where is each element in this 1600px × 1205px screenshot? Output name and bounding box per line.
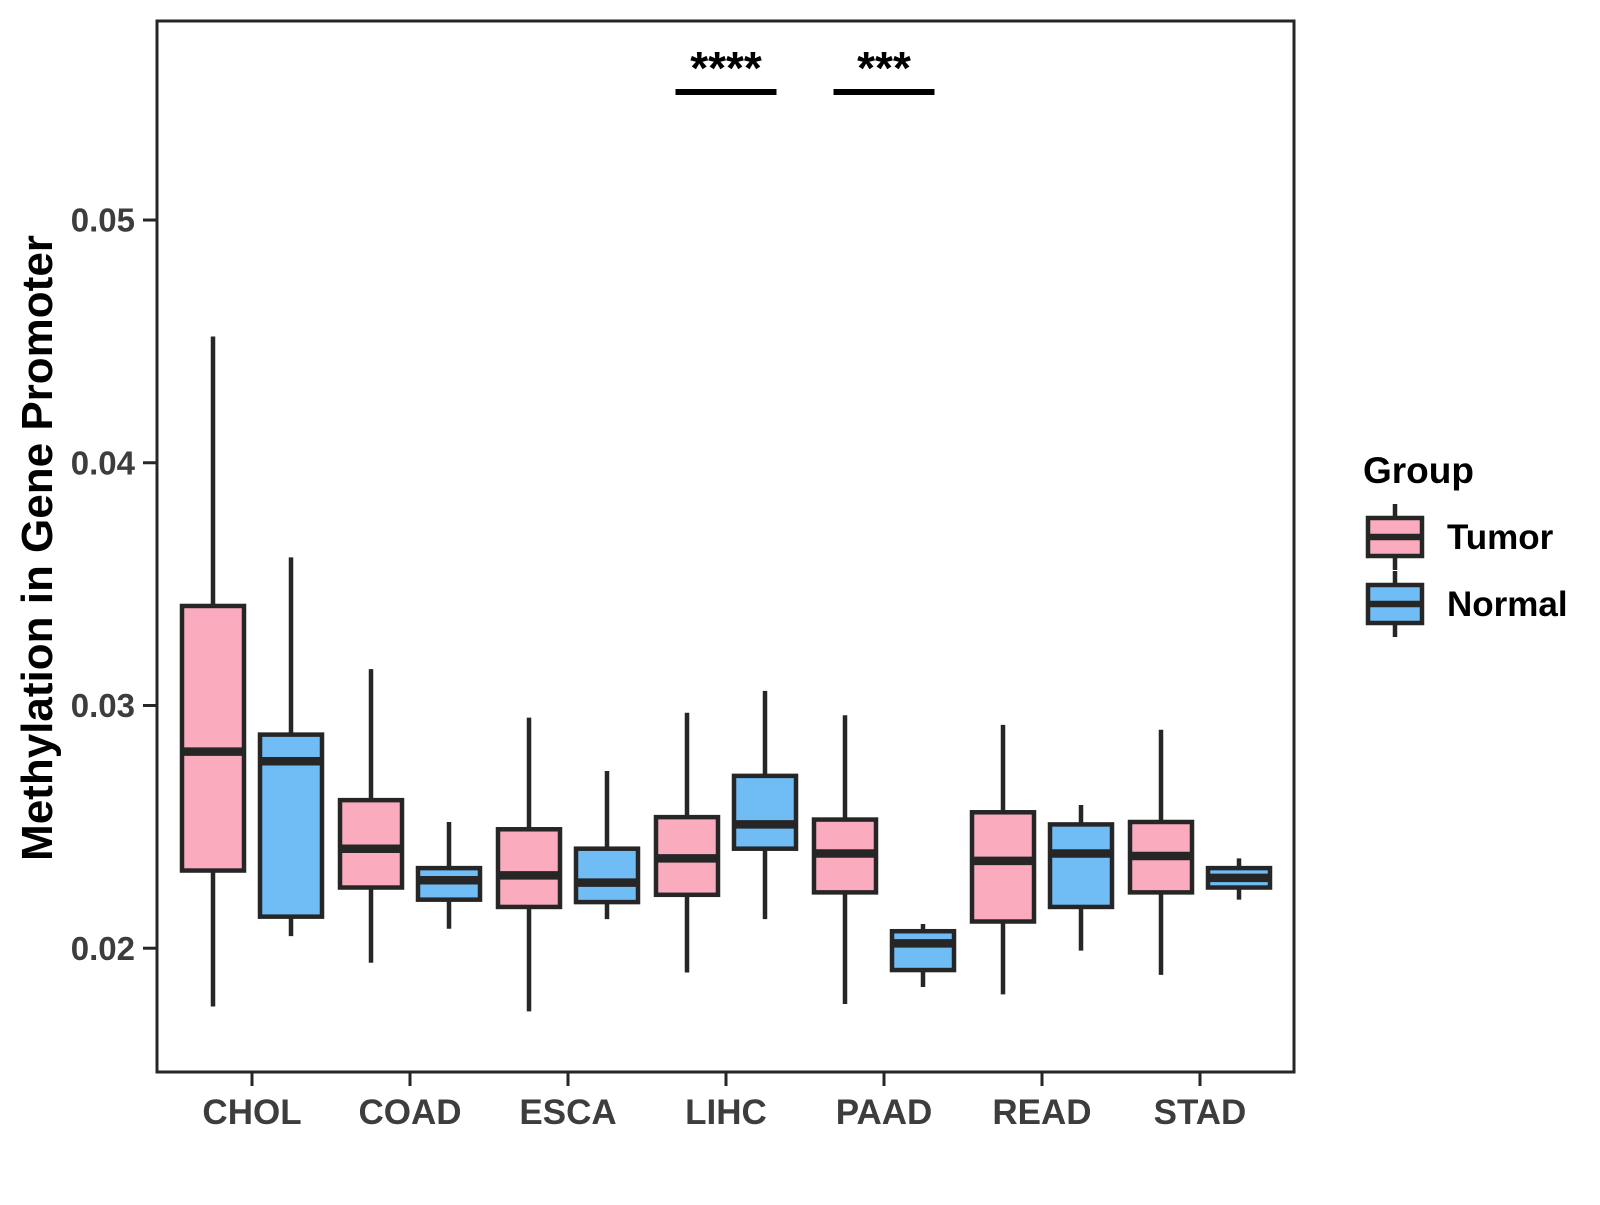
legend: Group Tumor Normal [1363, 450, 1568, 637]
significance-label-PAAD: *** [857, 42, 911, 94]
legend-title: Group [1363, 450, 1474, 491]
x-tick-label-CHOL: CHOL [202, 1093, 301, 1132]
y-tick-label-0.03: 0.03 [71, 687, 135, 724]
legend-label-tumor: Tumor [1447, 518, 1554, 557]
box-COAD-tumor [337, 797, 405, 890]
x-tick-label-ESCA: ESCA [519, 1093, 616, 1132]
box-CHOL-tumor [179, 603, 247, 873]
box-LIHC-normal [731, 773, 799, 851]
y-axis-title: Methylation in Gene Promoter [13, 235, 62, 861]
x-tick-label-STAD: STAD [1154, 1093, 1247, 1132]
box-PAAD-normal [889, 928, 957, 973]
x-tick-label-READ: READ [992, 1093, 1091, 1132]
y-tick-label-0.04: 0.04 [71, 444, 136, 481]
legend-item-tumor: Tumor [1365, 504, 1554, 570]
panel-border [155, 19, 1296, 1074]
tumor-boxplot-key-icon [1365, 504, 1425, 570]
significance-label-LIHC: **** [690, 42, 762, 94]
box-READ-normal [1047, 822, 1115, 910]
x-tick-label-COAD: COAD [358, 1093, 461, 1132]
legend-label-normal: Normal [1447, 585, 1568, 624]
normal-boxplot-key-icon [1365, 571, 1425, 637]
x-tick-label-LIHC: LIHC [685, 1093, 767, 1132]
box-READ-tumor [969, 810, 1037, 924]
x-tick-label-PAAD: PAAD [836, 1093, 933, 1132]
y-tick-label-0.05: 0.05 [71, 202, 135, 239]
y-tick-label-0.02: 0.02 [71, 930, 135, 967]
box-ESCA-tumor [495, 827, 563, 910]
legend-item-normal: Normal [1365, 571, 1568, 637]
box-ESCA-normal [573, 846, 641, 905]
plot-panel: 0.02 0.03 0.04 0.05 CHOL COAD ESCA LIHC PAAD READ… [71, 19, 1296, 1132]
